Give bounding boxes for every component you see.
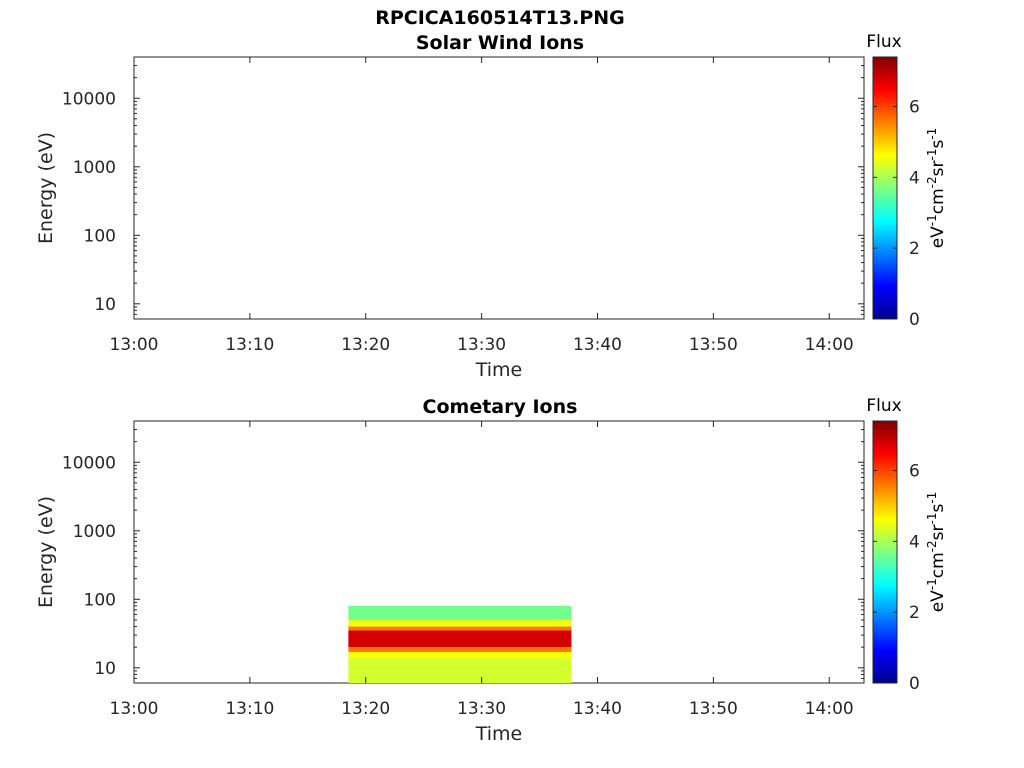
x-tick-label: 13:00 (110, 335, 159, 355)
y-tick-label: 10 (94, 295, 116, 315)
flux-band (348, 647, 572, 653)
colorbar-unit-label: eV-1cm-2sr-1s-1 (925, 128, 948, 249)
colorbar-tick-label: 6 (909, 98, 920, 118)
flux-band (348, 657, 572, 683)
y-tick-label: 1000 (73, 522, 116, 542)
x-tick-label: 13:20 (341, 335, 390, 355)
x-axis: 13:00 13:10 13:20 13:30 13:40 13:50 14:00 (110, 57, 854, 355)
flux-band (348, 630, 572, 648)
x-axis-label: Time (475, 723, 523, 745)
x-tick-label: 13:00 (110, 699, 159, 719)
colorbar-tick-label: 2 (909, 239, 920, 259)
y-tick-label: 100 (84, 226, 116, 246)
x-tick-label: 13:30 (457, 699, 506, 719)
x-axis-label: Time (475, 359, 523, 381)
y-axis: 10 100 1000 10000 (62, 56, 864, 320)
x-tick-label: 13:40 (573, 699, 622, 719)
y-axis-label: Energy (eV) (35, 496, 57, 608)
plot-area (133, 56, 865, 320)
colorbar-title: Flux (866, 32, 901, 52)
panel-title-solar-wind: Solar Wind Ions (416, 32, 584, 54)
panel-title-cometary: Cometary Ions (423, 396, 578, 418)
flux-band (348, 652, 572, 658)
colorbar-tick-label: 4 (909, 168, 920, 188)
solar-wind-ions-panel: Solar Wind Ions 13:00 13:10 13:20 13:30 13:4… (35, 32, 948, 381)
x-tick-label: 13:10 (225, 699, 274, 719)
x-tick-label: 13:10 (225, 335, 274, 355)
y-axis-label: Energy (eV) (35, 132, 57, 244)
cometary-ions-panel: Cometary Ions 13:00 13:10 13:20 13:30 13:40 1… (35, 396, 948, 745)
colorbar-tick-label: 4 (909, 532, 920, 552)
colorbar-gradient (872, 420, 898, 684)
colorbar-tick-label: 2 (909, 603, 920, 623)
colorbar-tick-label: 0 (909, 674, 920, 694)
colorbar: 0 2 4 6 (872, 56, 920, 330)
x-tick-label: 14:00 (805, 699, 854, 719)
y-tick-label: 1000 (73, 158, 116, 178)
x-tick-label: 13:30 (457, 335, 506, 355)
colorbar-unit-label: eV-1cm-2sr-1s-1 (925, 492, 948, 613)
y-axis: 10 100 1000 10000 (62, 420, 864, 684)
x-axis: 13:00 13:10 13:20 13:30 13:40 13:50 14:00 (110, 421, 854, 719)
x-tick-label: 13:40 (573, 335, 622, 355)
y-tick-label: 10000 (62, 89, 116, 109)
x-tick-label: 13:20 (341, 699, 390, 719)
spectrogram (348, 605, 572, 683)
y-tick-label: 10 (94, 659, 116, 679)
y-tick-label: 100 (84, 590, 116, 610)
flux-band (348, 626, 572, 631)
figure-title: RPCICA160514T13.PNG (375, 7, 625, 29)
flux-band (348, 619, 572, 627)
colorbar-tick-label: 0 (909, 310, 920, 330)
flux-band (348, 605, 572, 620)
x-tick-label: 13:50 (689, 699, 738, 719)
x-tick-label: 14:00 (805, 335, 854, 355)
colorbar-title: Flux (866, 396, 901, 416)
y-tick-label: 10000 (62, 453, 116, 473)
colorbar: 0 2 4 6 (872, 420, 920, 694)
colorbar-gradient (872, 56, 898, 320)
colorbar-tick-label: 6 (909, 462, 920, 482)
x-tick-label: 13:50 (689, 335, 738, 355)
